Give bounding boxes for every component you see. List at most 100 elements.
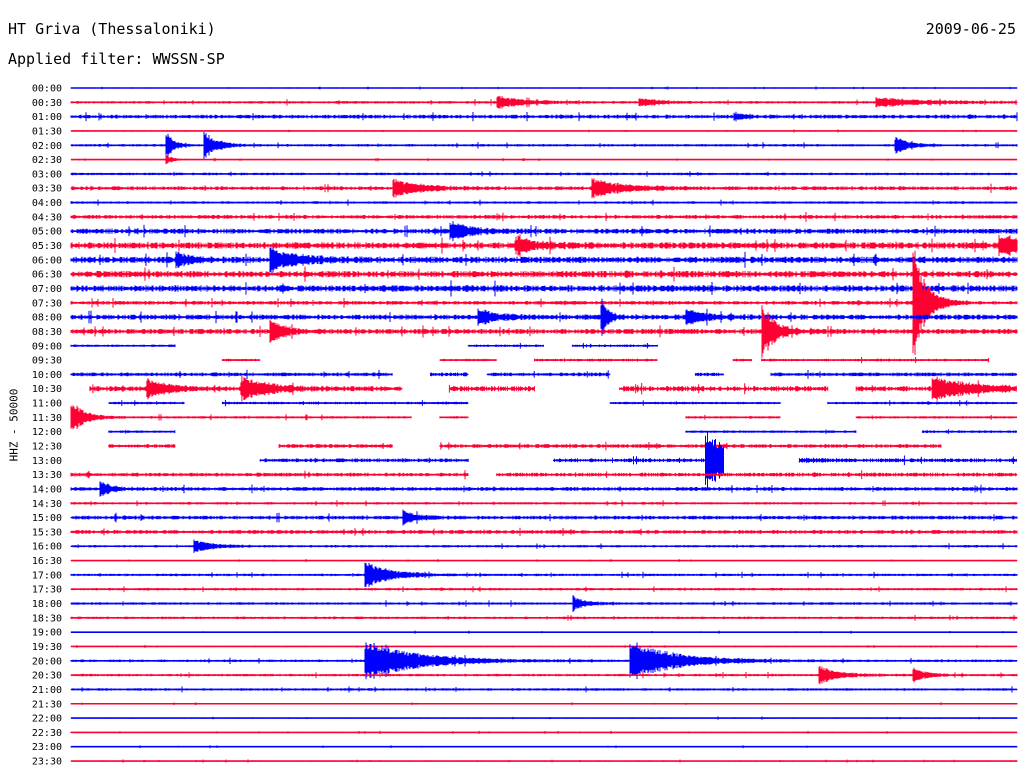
seismic-trace bbox=[70, 298, 1018, 336]
time-tick-label: 07:00 bbox=[32, 284, 62, 295]
seismic-trace bbox=[70, 95, 1018, 109]
seismic-trace bbox=[259, 457, 469, 464]
seismic-trace bbox=[70, 129, 1018, 133]
seismic-trace bbox=[467, 342, 544, 349]
time-tick-label: 22:00 bbox=[32, 714, 62, 725]
time-tick-label: 00:30 bbox=[32, 98, 62, 109]
time-tick-label: 13:00 bbox=[32, 456, 62, 467]
seismic-trace bbox=[70, 131, 1018, 159]
seismic-trace bbox=[439, 358, 497, 362]
seismic-trace bbox=[70, 745, 1018, 749]
date-label: 2009-06-25 bbox=[925, 20, 1016, 38]
seismic-traces bbox=[70, 86, 1018, 763]
seismic-trace bbox=[448, 384, 535, 393]
seismic-trace bbox=[70, 247, 1018, 273]
filter-label: Applied filter: WWSSN-SP bbox=[8, 50, 225, 68]
seismic-trace bbox=[70, 586, 1018, 593]
seismic-trace bbox=[855, 376, 1017, 401]
seismic-trace bbox=[108, 429, 176, 434]
seismic-trace bbox=[70, 759, 1018, 763]
seismic-trace bbox=[70, 250, 1018, 355]
time-tick-label: 18:30 bbox=[32, 613, 62, 624]
seismic-trace bbox=[70, 86, 1018, 90]
time-tick-label: 03:00 bbox=[32, 169, 62, 180]
time-tick-label: 16:00 bbox=[32, 542, 62, 553]
seismic-trace bbox=[70, 369, 393, 379]
time-tick-label: 14:30 bbox=[32, 499, 62, 510]
seismic-trace bbox=[70, 305, 1018, 358]
seismic-trace bbox=[70, 111, 1018, 122]
seismic-trace bbox=[70, 199, 1018, 206]
seismic-trace bbox=[70, 559, 1018, 563]
time-tick-label: 17:30 bbox=[32, 585, 62, 596]
seismic-trace bbox=[70, 702, 1018, 706]
seismic-trace bbox=[108, 400, 185, 406]
time-tick-label: 07:30 bbox=[32, 298, 62, 309]
time-tick-label: 08:30 bbox=[32, 327, 62, 338]
seismic-trace bbox=[278, 443, 393, 449]
seismic-trace bbox=[70, 266, 1018, 282]
seismic-trace bbox=[732, 358, 752, 362]
seismic-trace bbox=[70, 221, 1018, 242]
seismic-trace bbox=[70, 686, 1018, 693]
seismic-trace bbox=[70, 171, 1018, 177]
seismic-trace bbox=[89, 375, 403, 402]
seismic-trace bbox=[70, 481, 1018, 497]
time-tick-label: 20:00 bbox=[32, 656, 62, 667]
time-tick-label: 12:30 bbox=[32, 442, 62, 453]
time-tick-label: 06:00 bbox=[32, 255, 62, 266]
time-tick-label: 10:30 bbox=[32, 384, 62, 395]
time-tick-label: 09:00 bbox=[32, 341, 62, 352]
seismic-trace bbox=[685, 414, 781, 420]
time-tick-label: 20:30 bbox=[32, 671, 62, 682]
time-tick-label: 05:00 bbox=[32, 227, 62, 238]
seismic-trace bbox=[685, 429, 857, 434]
time-tick-label: 00:00 bbox=[32, 84, 62, 95]
seismic-trace bbox=[70, 642, 1018, 680]
seismic-trace bbox=[921, 429, 1017, 434]
time-tick-label: 17:00 bbox=[32, 570, 62, 581]
time-tick-label: 15:30 bbox=[32, 527, 62, 538]
seismic-trace bbox=[70, 716, 1018, 720]
time-tick-label: 01:00 bbox=[32, 112, 62, 123]
time-tick-label: 21:00 bbox=[32, 685, 62, 696]
time-tick-label: 11:00 bbox=[32, 399, 62, 410]
time-tick-label: 23:30 bbox=[32, 757, 62, 768]
time-tick-label: 10:00 bbox=[32, 370, 62, 381]
seismic-trace bbox=[70, 212, 1018, 222]
time-tick-label: 06:30 bbox=[32, 270, 62, 281]
time-tick-label: 02:00 bbox=[32, 141, 62, 152]
seismic-trace bbox=[70, 595, 1018, 612]
time-tick-label: 01:30 bbox=[32, 126, 62, 137]
seismic-trace bbox=[70, 344, 176, 348]
seismic-trace bbox=[70, 500, 1018, 507]
time-tick-label: 14:00 bbox=[32, 484, 62, 495]
time-tick-label: 18:00 bbox=[32, 599, 62, 610]
time-tick-label: 15:00 bbox=[32, 513, 62, 524]
time-tick-label: 13:30 bbox=[32, 470, 62, 481]
time-tick-label: 16:30 bbox=[32, 556, 62, 567]
time-tick-label: 04:30 bbox=[32, 212, 62, 223]
time-tick-label: 04:00 bbox=[32, 198, 62, 209]
time-tick-labels: 00:00 00:30 01:00 01:30 02:00 02:30 03:00 03:30… bbox=[32, 84, 62, 768]
time-tick-label: 05:30 bbox=[32, 241, 62, 252]
seismic-trace bbox=[619, 383, 829, 395]
seismic-trace bbox=[221, 358, 260, 362]
seismic-trace bbox=[761, 357, 990, 364]
seismic-trace bbox=[770, 370, 1017, 379]
seismic-trace bbox=[70, 178, 1018, 199]
seismic-trace bbox=[70, 527, 1018, 537]
time-tick-label: 03:30 bbox=[32, 184, 62, 195]
seismic-trace bbox=[70, 234, 1018, 257]
seismic-trace bbox=[70, 509, 1018, 526]
time-tick-label: 08:00 bbox=[32, 313, 62, 324]
seismic-trace bbox=[694, 372, 724, 377]
seismic-trace bbox=[70, 280, 1018, 297]
seismic-trace bbox=[609, 400, 781, 406]
seismic-trace bbox=[70, 470, 469, 480]
time-tick-label: 19:00 bbox=[32, 628, 62, 639]
seismic-trace bbox=[553, 432, 724, 489]
seismic-trace bbox=[496, 470, 1018, 480]
seismic-trace bbox=[70, 666, 1018, 685]
seismic-trace bbox=[70, 562, 1018, 587]
